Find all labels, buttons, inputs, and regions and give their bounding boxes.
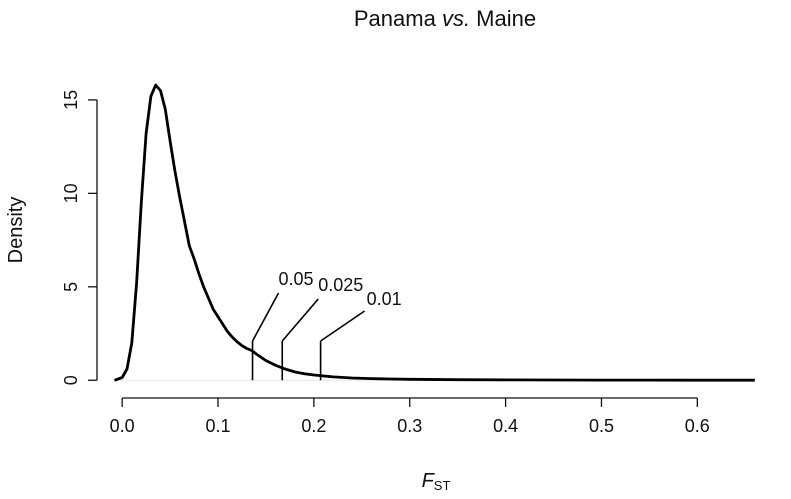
threshold-label: 0.025 [318, 275, 363, 295]
y-tick-label: 5 [61, 282, 81, 292]
threshold-leader [251, 292, 280, 342]
x-tick-label: 0.6 [685, 416, 710, 436]
density-curve [114, 83, 755, 382]
x-axis-label: FST [422, 470, 451, 493]
x-tick-label: 0.3 [397, 416, 422, 436]
chart-title: Panama vs. Maine [354, 6, 536, 31]
threshold-label: 0.01 [367, 289, 402, 309]
x-tick-label: 0.5 [589, 416, 614, 436]
y-tick-label: 0 [61, 375, 81, 385]
y-tick-label: 15 [61, 90, 81, 110]
x-tick-label: 0.4 [493, 416, 518, 436]
y-tick-label: 10 [61, 183, 81, 203]
threshold-leader [320, 310, 366, 342]
x-tick-label: 0.0 [110, 416, 135, 436]
y-axis-label: Density [5, 197, 27, 264]
axes: 0.0 0.1 0.2 0.3 0.4 0.5 0.6 0 5 10 15 [61, 90, 710, 436]
threshold-leader [281, 298, 319, 342]
x-tick-label: 0.1 [206, 416, 231, 436]
x-tick-label: 0.2 [301, 416, 326, 436]
threshold-label: 0.05 [279, 269, 314, 289]
series-group [114, 83, 755, 382]
